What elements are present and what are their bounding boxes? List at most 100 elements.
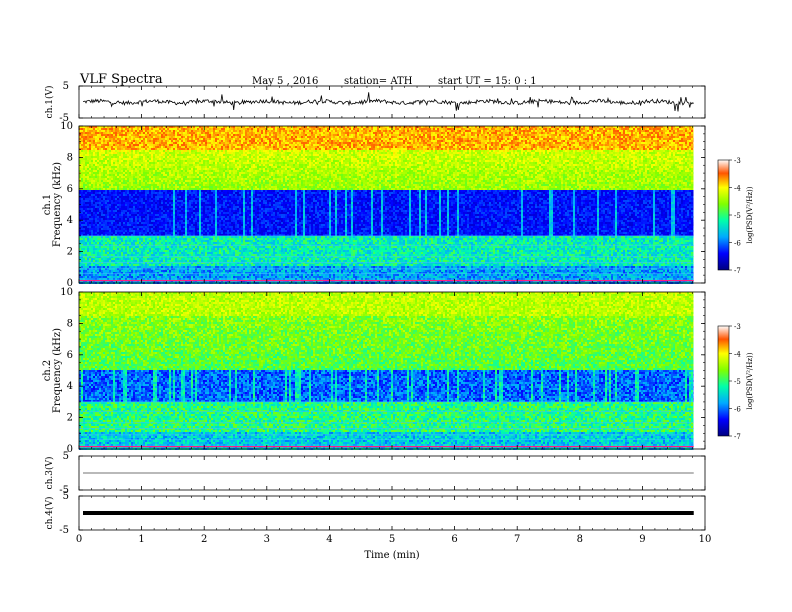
spectrogram-cell bbox=[97, 158, 99, 160]
spectrogram-cell bbox=[87, 238, 89, 240]
spectrogram-cell bbox=[91, 140, 93, 142]
spectrogram-cell bbox=[83, 224, 85, 226]
spectrogram-cell bbox=[85, 224, 87, 226]
spectrogram-cell bbox=[85, 164, 87, 166]
spectrogram-cell bbox=[81, 246, 83, 248]
spectrogram-cell bbox=[91, 190, 93, 192]
spectrogram-cell bbox=[97, 198, 99, 200]
spectrogram-cell bbox=[97, 164, 99, 166]
spectrogram-cell bbox=[93, 164, 95, 166]
spectrogram-cell bbox=[97, 224, 99, 226]
spectrogram-cell bbox=[93, 250, 95, 252]
spectrogram-cell bbox=[95, 238, 97, 240]
spectrogram-cell bbox=[91, 220, 93, 222]
spectrogram-cell bbox=[93, 270, 95, 272]
spectrogram-cell bbox=[95, 258, 97, 260]
spectrogram-cell bbox=[81, 194, 83, 196]
spectrogram-cell bbox=[95, 246, 97, 248]
spectrogram-cell bbox=[93, 194, 95, 196]
spectrogram-cell bbox=[95, 142, 97, 144]
spectrogram-cell bbox=[91, 240, 93, 242]
spectrogram-cell bbox=[95, 236, 97, 238]
spectrogram-cell bbox=[91, 206, 93, 208]
spectrogram-cell bbox=[87, 160, 89, 162]
spectrogram-cell bbox=[91, 148, 93, 150]
spectrogram-cell bbox=[93, 172, 95, 174]
spectrogram-cell bbox=[87, 170, 89, 172]
spectrogram-cell bbox=[91, 204, 93, 206]
spectrogram-cell bbox=[81, 226, 83, 228]
spectrogram-cell bbox=[83, 218, 85, 220]
spectrogram-cell bbox=[89, 188, 91, 190]
spectrogram-cell bbox=[83, 252, 85, 254]
spectrogram-cell bbox=[93, 130, 95, 132]
spectrogram-cell bbox=[93, 240, 95, 242]
spectrogram-cell bbox=[83, 238, 85, 240]
spectrogram-cell bbox=[89, 230, 91, 232]
spectrogram-cell bbox=[95, 240, 97, 242]
spectrogram-cell bbox=[91, 200, 93, 202]
spectrogram-cell bbox=[93, 218, 95, 220]
spectrogram-cell bbox=[81, 206, 83, 208]
spectrogram-cell bbox=[97, 168, 99, 170]
spectrogram-cell bbox=[97, 246, 99, 248]
spectrogram-cell bbox=[83, 168, 85, 170]
spectrogram-cell bbox=[97, 258, 99, 260]
spectrogram-cell bbox=[91, 144, 93, 146]
spectrogram-cell bbox=[95, 208, 97, 210]
spectrogram-cell bbox=[87, 176, 89, 178]
spectrogram-cell bbox=[87, 218, 89, 220]
spectrogram-cell bbox=[87, 188, 89, 190]
spectrogram-cell bbox=[87, 140, 89, 142]
spectrogram-cell bbox=[91, 158, 93, 160]
spectrogram-cell bbox=[91, 194, 93, 196]
spectrogram-cell bbox=[85, 178, 87, 180]
spectrogram-cell bbox=[83, 130, 85, 132]
spectrogram-cell bbox=[85, 160, 87, 162]
spectrogram-cell bbox=[81, 144, 83, 146]
spectrogram-cell bbox=[87, 182, 89, 184]
spectrogram-cell bbox=[93, 150, 95, 152]
spectrogram-cell bbox=[81, 266, 83, 268]
spectrogram-cell bbox=[91, 250, 93, 252]
spectrogram-cell bbox=[83, 258, 85, 260]
spectrogram-cell bbox=[83, 148, 85, 150]
spectrogram-cell bbox=[89, 264, 91, 266]
spectrogram-cell bbox=[87, 194, 89, 196]
spectrogram-cell bbox=[87, 258, 89, 260]
spectrogram-cell bbox=[87, 266, 89, 268]
spectrogram-cell bbox=[97, 132, 99, 134]
spectrogram-cell bbox=[91, 128, 93, 130]
spectrogram-cell bbox=[81, 142, 83, 144]
spectrogram-cell bbox=[97, 140, 99, 142]
spectrogram-cell bbox=[97, 160, 99, 162]
spectrogram-cell bbox=[85, 146, 87, 148]
spectrogram-cell bbox=[85, 192, 87, 194]
spectrogram-cell bbox=[87, 150, 89, 152]
panel-frame bbox=[79, 86, 705, 118]
spectrogram-cell bbox=[93, 276, 95, 278]
spectrogram-cell bbox=[89, 198, 91, 200]
spectrogram-cell bbox=[87, 186, 89, 188]
spectrogram-cell bbox=[91, 222, 93, 224]
spectrogram-cell bbox=[87, 128, 89, 130]
spectrogram-cell bbox=[87, 200, 89, 202]
spectrogram-cell bbox=[95, 134, 97, 136]
spectrogram-cell bbox=[95, 152, 97, 154]
spectrogram-cell bbox=[81, 168, 83, 170]
spectrogram-cell bbox=[83, 186, 85, 188]
spectrogram-cell bbox=[85, 142, 87, 144]
spectrogram-cell bbox=[83, 182, 85, 184]
spectrogram-cell bbox=[89, 276, 91, 278]
spectrogram-cell bbox=[95, 132, 97, 134]
spectrogram-cell bbox=[89, 164, 91, 166]
spectrogram-cell bbox=[95, 232, 97, 234]
spectrogram-cell bbox=[97, 248, 99, 250]
spectrogram-cell bbox=[81, 184, 83, 186]
spectrogram-cell bbox=[97, 182, 99, 184]
spectrogram-cell bbox=[93, 242, 95, 244]
spectrogram-cell bbox=[95, 224, 97, 226]
spectrogram-cell bbox=[81, 236, 83, 238]
spectrogram-cell bbox=[87, 260, 89, 262]
spectrogram-cell bbox=[91, 160, 93, 162]
